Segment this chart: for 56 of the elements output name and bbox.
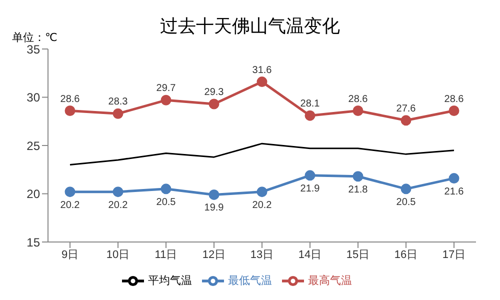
point	[208, 189, 220, 200]
x-tick-label: 11日	[154, 248, 178, 261]
data-label: 29.7	[156, 83, 176, 94]
data-label: 29.3	[204, 87, 224, 98]
point	[160, 184, 172, 194]
point	[64, 106, 76, 116]
legend-label: 最低气温	[228, 274, 272, 287]
point	[448, 173, 460, 184]
data-label: 28.1	[300, 98, 320, 110]
point	[304, 110, 316, 121]
x-tick-label: 10日	[106, 248, 130, 261]
data-label: 21.6	[444, 186, 464, 198]
data-label: 20.2	[108, 200, 128, 211]
y-tick-label: 25	[26, 138, 40, 153]
data-label: 20.2	[60, 200, 80, 211]
x-tick-label: 15日	[346, 248, 370, 261]
y-tick-label: 30	[26, 90, 40, 105]
point	[352, 171, 364, 182]
point	[64, 186, 76, 198]
x-tick-label: 16日	[394, 248, 418, 261]
x-tick-label: 13日	[250, 248, 274, 261]
x-tick-label: 12日	[202, 248, 226, 261]
point	[208, 98, 220, 110]
point	[112, 186, 124, 198]
point	[448, 106, 460, 116]
data-label: 21.8	[348, 184, 368, 196]
data-label: 27.6	[396, 103, 416, 114]
data-label: 21.9	[300, 183, 320, 194]
data-label: 20.5	[396, 196, 416, 208]
point	[304, 170, 316, 181]
x-tick-label: 14日	[298, 248, 322, 261]
data-label: 28.6	[60, 94, 80, 105]
point	[256, 186, 268, 198]
data-label: 28.3	[108, 96, 128, 108]
legend-label: 最高气温	[308, 274, 352, 287]
text: 单位：℃	[12, 31, 58, 45]
x-tick-label: 9日	[61, 248, 79, 261]
point	[112, 108, 124, 119]
y-tick-label: 20	[26, 187, 40, 202]
data-label: 28.6	[348, 94, 368, 105]
data-label: 28.6	[444, 94, 464, 105]
point	[400, 115, 412, 126]
x-tick-label: 17日	[442, 248, 466, 261]
chart-title: 过去十天佛山气温变化	[160, 16, 340, 36]
data-label: 19.9	[204, 202, 224, 214]
data-label: 31.6	[252, 64, 272, 76]
point	[160, 94, 172, 106]
point	[400, 184, 412, 194]
data-label: 20.5	[156, 196, 176, 208]
y-tick-label: 35	[26, 42, 40, 56]
point	[352, 106, 364, 116]
y-tick-label: 15	[26, 235, 40, 250]
line-series	[69, 142, 455, 166]
point	[256, 76, 268, 88]
legend-label: 平均气温	[148, 274, 192, 287]
data-label: 20.2	[252, 200, 272, 211]
